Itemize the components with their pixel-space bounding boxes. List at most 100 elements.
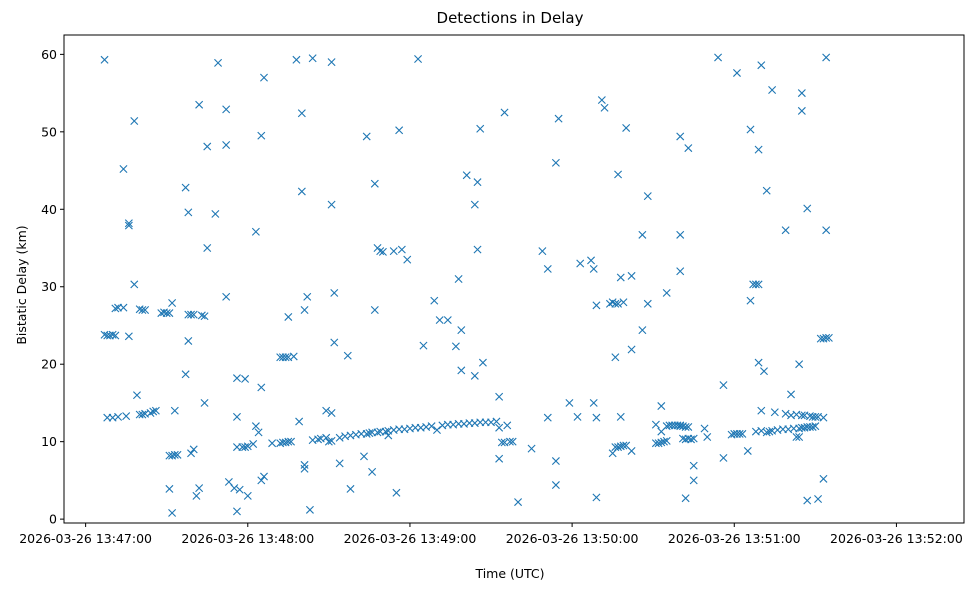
data-point <box>735 429 744 438</box>
data-point <box>392 488 401 497</box>
data-point <box>297 109 306 118</box>
x-axis-label: Time (UTC) <box>474 566 544 581</box>
data-point <box>770 408 779 417</box>
data-point <box>760 367 768 376</box>
data-point <box>795 433 804 442</box>
data-point <box>762 186 771 195</box>
data-point <box>149 407 158 416</box>
data-point <box>457 326 466 335</box>
data-point <box>476 124 485 133</box>
data-point <box>643 299 652 308</box>
data-point <box>781 226 790 235</box>
data-point <box>565 398 574 407</box>
data-point <box>373 428 382 437</box>
data-point <box>130 280 139 289</box>
data-point <box>403 255 412 264</box>
data-point <box>451 342 460 351</box>
data-point <box>616 273 625 282</box>
data-point <box>284 437 293 446</box>
data-point <box>287 437 296 446</box>
data-point <box>308 54 317 63</box>
data-point <box>822 226 831 235</box>
data-point <box>454 275 463 283</box>
data-point <box>543 413 552 422</box>
data-point <box>765 427 774 436</box>
data-point <box>822 53 831 62</box>
data-point <box>168 508 177 517</box>
x-tick-label: 2026-03-26 13:52:00 <box>830 531 963 546</box>
data-point <box>554 114 563 123</box>
data-point <box>138 305 147 314</box>
data-point <box>608 449 617 458</box>
data-point <box>260 472 268 481</box>
data-point <box>651 420 660 429</box>
data-point <box>224 477 233 486</box>
data-point <box>792 433 801 442</box>
data-point <box>192 491 201 500</box>
data-point <box>189 310 198 319</box>
data-point <box>222 105 231 114</box>
data-point <box>660 437 668 446</box>
data-point <box>214 58 223 67</box>
data-point <box>300 460 309 469</box>
data-point <box>165 309 174 318</box>
data-point <box>327 409 336 417</box>
y-tick-label: 30 <box>41 279 57 294</box>
data-point <box>251 422 260 431</box>
data-point <box>184 208 193 217</box>
data-point <box>797 89 806 98</box>
data-point <box>811 412 820 421</box>
data-point <box>619 298 628 307</box>
data-point <box>689 461 698 470</box>
data-point <box>757 406 766 415</box>
data-point <box>689 434 698 443</box>
data-point <box>808 422 817 431</box>
data-point <box>378 247 387 256</box>
data-point <box>243 491 252 500</box>
data-point <box>370 305 379 314</box>
data-point <box>781 409 790 418</box>
data-point <box>108 330 117 339</box>
data-point <box>732 68 741 77</box>
data-point <box>751 280 760 289</box>
data-point <box>719 381 728 390</box>
data-point <box>719 453 728 462</box>
data-point <box>111 304 120 313</box>
x-tick-label: 2026-03-26 13:49:00 <box>344 531 477 546</box>
data-point <box>543 264 552 273</box>
data-point <box>495 392 504 401</box>
data-point <box>260 73 268 82</box>
data-point <box>797 411 806 420</box>
data-point <box>703 433 712 442</box>
data-point <box>189 445 198 454</box>
data-point <box>754 358 763 367</box>
plot-frame <box>63 34 965 524</box>
data-point <box>187 310 196 319</box>
data-point <box>622 123 631 132</box>
data-point <box>657 438 666 447</box>
data-point <box>124 221 133 230</box>
data-point <box>132 391 141 400</box>
data-point <box>251 227 260 236</box>
x-axis: 2026-03-26 13:47:00 2026-03-26 13:48:00 20… <box>19 523 963 546</box>
data-point <box>235 485 244 494</box>
data-point <box>803 496 812 505</box>
data-point <box>681 494 690 503</box>
data-point <box>795 360 804 369</box>
data-point <box>551 481 560 490</box>
data-point <box>681 422 690 431</box>
data-point <box>676 421 685 430</box>
data-point <box>616 412 625 421</box>
data-point <box>592 493 601 502</box>
data-point <box>538 247 547 256</box>
data-point <box>419 341 428 350</box>
data-point <box>508 437 517 446</box>
data-point <box>714 53 723 62</box>
data-point <box>181 183 190 192</box>
data-point <box>300 305 309 314</box>
data-point <box>797 106 806 115</box>
data-point <box>249 440 258 448</box>
data-point <box>119 303 128 312</box>
y-axis-label: Bistatic Delay (km) <box>14 225 29 344</box>
